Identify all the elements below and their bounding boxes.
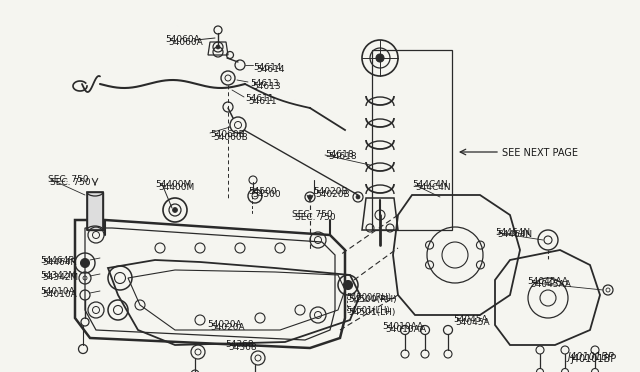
Text: 54614: 54614 xyxy=(253,63,282,72)
Text: 54010A: 54010A xyxy=(40,287,75,296)
Bar xyxy=(87,192,103,230)
Text: 54020B: 54020B xyxy=(315,190,349,199)
Text: 54045A: 54045A xyxy=(455,318,490,327)
Text: 54500(RH): 54500(RH) xyxy=(348,295,397,304)
Text: 54618: 54618 xyxy=(328,152,356,161)
Text: 54010A: 54010A xyxy=(42,290,77,299)
Text: SEE NEXT PAGE: SEE NEXT PAGE xyxy=(502,148,578,158)
Circle shape xyxy=(81,259,90,267)
Text: 54342M: 54342M xyxy=(40,271,76,280)
Text: 54060A: 54060A xyxy=(165,35,200,44)
Text: SEC. 750: SEC. 750 xyxy=(48,175,88,184)
Circle shape xyxy=(216,45,220,49)
Text: 54501(LH): 54501(LH) xyxy=(346,306,390,315)
Text: 544C4N: 544C4N xyxy=(415,183,451,192)
Text: 54368: 54368 xyxy=(228,343,257,352)
Text: 54613: 54613 xyxy=(252,82,280,91)
Text: 54400M: 54400M xyxy=(155,180,191,189)
Text: 54010AA: 54010AA xyxy=(382,322,423,331)
Text: 54464N: 54464N xyxy=(495,228,530,237)
Text: 544C4N: 544C4N xyxy=(412,180,447,189)
Text: 54020B: 54020B xyxy=(313,187,348,196)
Text: SEC. 750: SEC. 750 xyxy=(295,213,335,222)
Text: 54464N: 54464N xyxy=(497,230,532,239)
Text: 54611: 54611 xyxy=(245,94,274,103)
Text: 54613: 54613 xyxy=(250,79,278,88)
Circle shape xyxy=(308,195,312,199)
Text: 54368: 54368 xyxy=(225,340,253,349)
Text: SEC. 750: SEC. 750 xyxy=(50,178,91,187)
Text: J40101BP: J40101BP xyxy=(568,352,615,362)
Text: SEC. 750: SEC. 750 xyxy=(292,210,333,219)
Text: 54060B: 54060B xyxy=(213,133,248,142)
Text: 54464R: 54464R xyxy=(42,258,77,267)
Text: 54501(LH): 54501(LH) xyxy=(348,308,396,317)
Circle shape xyxy=(356,195,360,199)
Circle shape xyxy=(376,54,384,62)
Text: 54060B: 54060B xyxy=(210,130,244,139)
Text: 54342M: 54342M xyxy=(42,273,78,282)
Text: 54020A: 54020A xyxy=(207,320,242,329)
Text: 54618: 54618 xyxy=(325,150,354,159)
Text: 54611: 54611 xyxy=(248,97,276,106)
Text: 54010AA: 54010AA xyxy=(385,325,426,334)
Text: J40101BP: J40101BP xyxy=(570,354,616,364)
Text: 54500(RH): 54500(RH) xyxy=(346,293,391,302)
Bar xyxy=(87,192,103,230)
Text: 54045A: 54045A xyxy=(453,315,488,324)
Text: 54500: 54500 xyxy=(248,187,276,196)
Text: 54400M: 54400M xyxy=(158,183,195,192)
Text: 54464R: 54464R xyxy=(40,256,75,265)
Text: 54060A: 54060A xyxy=(168,38,203,47)
Text: 54045AA: 54045AA xyxy=(527,277,568,286)
Text: 54020A: 54020A xyxy=(210,323,244,332)
Circle shape xyxy=(344,280,353,289)
Circle shape xyxy=(173,208,177,212)
Bar xyxy=(372,50,452,230)
Text: 54500: 54500 xyxy=(252,190,280,199)
Text: 54614: 54614 xyxy=(256,65,285,74)
Text: 54045AA: 54045AA xyxy=(530,280,571,289)
